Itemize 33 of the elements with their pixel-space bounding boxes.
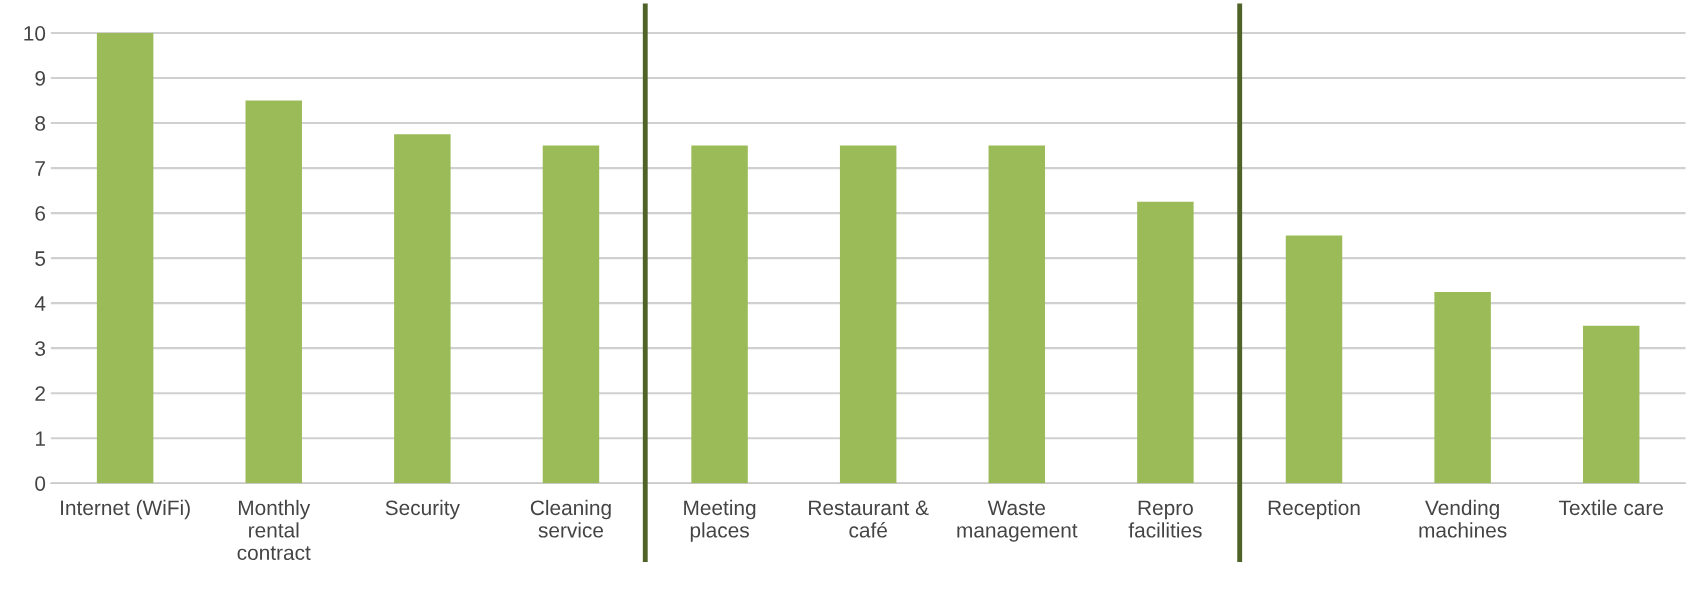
y-tick-label: 0 (35, 476, 46, 491)
x-tick-label: Vending machines (1419, 499, 1507, 538)
x-tick-label: Textile care (1559, 499, 1663, 516)
y-tick-label: 9 (35, 71, 45, 86)
x-tick-label: Cleaning service (530, 499, 611, 538)
x-tick-label: Repro facilities (1128, 500, 1202, 538)
x-tick-label: Security (385, 499, 460, 520)
x-tick-label: Monthly rental contract (237, 499, 311, 561)
y-tick-label: 4 (34, 296, 46, 311)
x-tick-label: Internet (WiFi) (61, 499, 190, 520)
bar (1582, 325, 1640, 484)
bar (542, 145, 600, 484)
y-tick-label: 5 (35, 251, 46, 266)
bar (1434, 291, 1491, 484)
x-tick-label: Meeting places (684, 499, 756, 542)
y-tick-label: 10 (24, 26, 46, 41)
y-tick-label: 1 (35, 431, 45, 446)
y-tick-label: 6 (35, 206, 46, 221)
bar (394, 134, 451, 484)
bar (245, 100, 302, 484)
y-tick-label: 7 (35, 161, 45, 176)
x-tick-label: Restaurant & café (809, 500, 929, 538)
bar (691, 145, 748, 484)
bar (988, 145, 1046, 484)
bar (1137, 201, 1194, 484)
bar (839, 145, 897, 484)
y-tick-label: 3 (35, 341, 46, 356)
y-tick-label: 2 (35, 386, 45, 401)
x-tick-label: Waste management (957, 500, 1078, 542)
bar (1285, 235, 1343, 484)
x-tick-label: Reception (1268, 499, 1360, 520)
y-tick-label: 8 (35, 116, 46, 131)
bar (96, 33, 154, 484)
